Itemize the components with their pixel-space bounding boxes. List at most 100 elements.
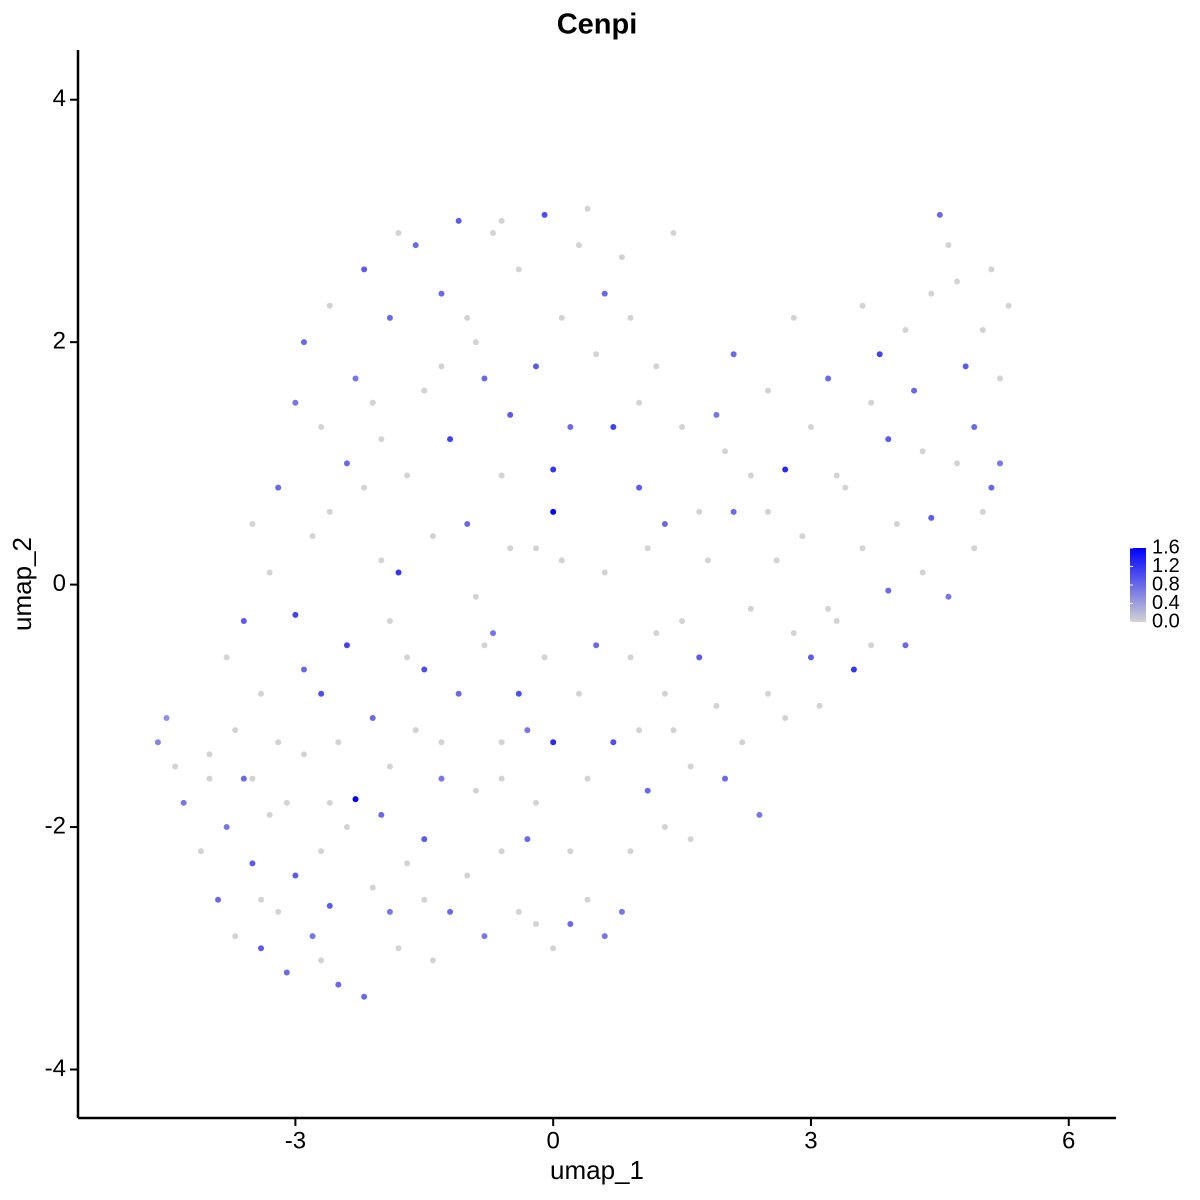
- cell-point: [833, 472, 840, 479]
- cell-point: [318, 424, 325, 431]
- cell-point: [696, 654, 703, 661]
- cell-point: [318, 848, 325, 855]
- cell-point: [361, 266, 368, 273]
- cell-point: [498, 739, 505, 746]
- cell-point: [438, 363, 445, 370]
- cell-point: [386, 908, 393, 915]
- cell-point: [172, 763, 179, 770]
- cell-point: [292, 872, 299, 879]
- cell-point: [773, 557, 780, 564]
- colorbar-tick-label: 1.2: [1152, 555, 1180, 577]
- cell-point: [653, 363, 660, 370]
- cell-point: [636, 399, 643, 406]
- cell-point: [472, 339, 479, 346]
- cell-point: [996, 460, 1003, 467]
- cell-point: [679, 617, 686, 624]
- cell-point: [979, 327, 986, 334]
- cell-point: [859, 545, 866, 552]
- cell-point: [464, 314, 471, 321]
- cell-point: [584, 896, 591, 903]
- cell-point: [584, 205, 591, 212]
- cell-point: [532, 799, 539, 806]
- cell-point: [567, 921, 574, 928]
- cell-point: [670, 230, 677, 237]
- cell-point: [318, 957, 325, 964]
- cell-point: [232, 933, 239, 940]
- cell-point: [842, 484, 849, 491]
- cell-point: [661, 824, 668, 831]
- cell-point: [515, 690, 522, 697]
- cell-point: [859, 302, 866, 309]
- y-tick-label: -2: [45, 812, 66, 839]
- cell-point: [928, 290, 935, 297]
- cell-point: [343, 642, 350, 649]
- cell-point: [558, 557, 565, 564]
- cell-point: [481, 933, 488, 940]
- cell-point: [429, 533, 436, 540]
- cell-point: [919, 448, 926, 455]
- cell-point: [361, 993, 368, 1000]
- cell-point: [928, 514, 935, 521]
- cell-point: [395, 230, 402, 237]
- cell-point: [593, 351, 600, 358]
- cell-point: [455, 690, 462, 697]
- cell-point: [507, 411, 514, 418]
- chart-title: Cenpi: [557, 9, 638, 41]
- y-tick-label: 4: [53, 85, 66, 112]
- cell-point: [627, 314, 634, 321]
- cell-point: [627, 654, 634, 661]
- cell-point: [395, 569, 402, 576]
- cell-point: [954, 278, 961, 285]
- cell-point: [747, 605, 754, 612]
- y-axis-label: umap_2: [7, 537, 37, 631]
- cell-point: [996, 375, 1003, 382]
- cell-point: [326, 902, 333, 909]
- cell-point: [885, 436, 892, 443]
- cell-point: [575, 690, 582, 697]
- cell-point: [438, 739, 445, 746]
- cell-point: [412, 727, 419, 734]
- cell-point: [300, 666, 307, 673]
- cell-point: [326, 302, 333, 309]
- cell-point: [713, 411, 720, 418]
- colorbar-tick-label: 0.8: [1152, 573, 1180, 595]
- x-tick-label: 0: [546, 1127, 559, 1154]
- y-tick-label: 2: [53, 327, 66, 354]
- cell-point: [412, 242, 419, 249]
- cell-point: [386, 617, 393, 624]
- cell-point: [911, 387, 918, 394]
- cell-point: [404, 472, 411, 479]
- cell-point: [868, 642, 875, 649]
- cell-point: [962, 363, 969, 370]
- cell-point: [541, 654, 548, 661]
- cell-point: [240, 775, 247, 782]
- cell-point: [515, 908, 522, 915]
- cell-point: [679, 424, 686, 431]
- cell-point: [532, 363, 539, 370]
- cell-point: [498, 472, 505, 479]
- cell-point: [386, 314, 393, 321]
- cell-point: [215, 896, 222, 903]
- cell-point: [782, 714, 789, 721]
- cell-point: [240, 617, 247, 624]
- cell-point: [472, 593, 479, 600]
- cell-point: [532, 921, 539, 928]
- cell-point: [601, 569, 608, 576]
- cell-point: [447, 436, 454, 443]
- cell-point: [988, 266, 995, 273]
- cell-point: [730, 508, 737, 515]
- cell-point: [687, 836, 694, 843]
- cell-point: [782, 466, 789, 473]
- cell-point: [850, 666, 857, 673]
- cell-point: [318, 690, 325, 697]
- cell-point: [429, 957, 436, 964]
- cell-point: [825, 375, 832, 382]
- cell-point: [352, 375, 359, 382]
- cell-point: [550, 739, 557, 746]
- cell-point: [610, 739, 617, 746]
- cell-point: [722, 448, 729, 455]
- cell-point: [309, 533, 316, 540]
- cell-point: [438, 775, 445, 782]
- cell-point: [661, 520, 668, 527]
